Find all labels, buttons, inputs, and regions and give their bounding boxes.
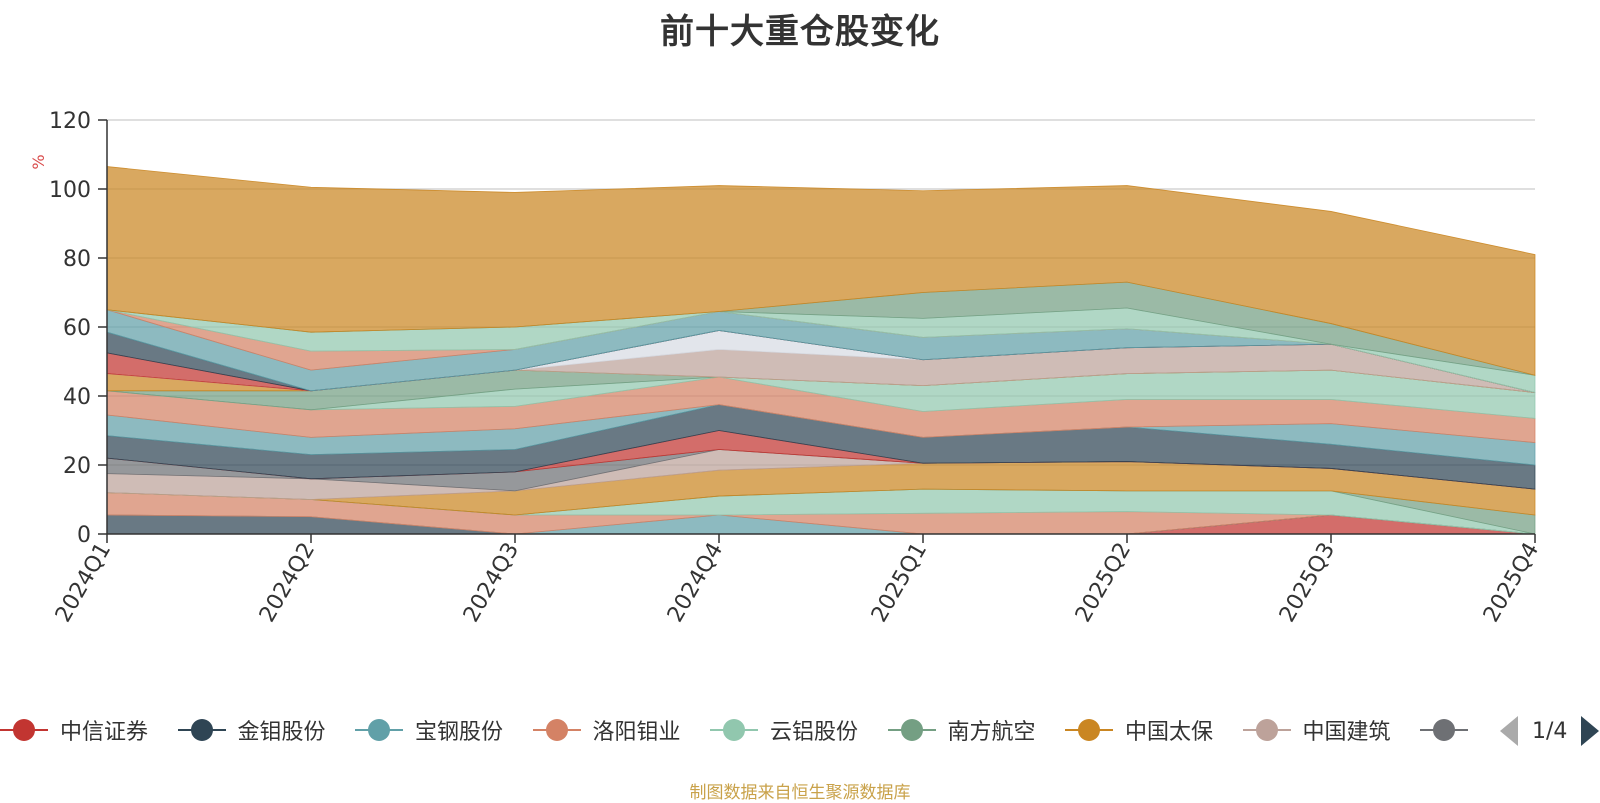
y-tick-label: 120 [49, 109, 91, 134]
legend-marker-icon [1242, 712, 1291, 748]
stacked-area-chart: 0 20 40 60 80 100 120 2024Q1 2024Q2 2024Q3 2024Q4 2… [29, 109, 1544, 627]
legend-item[interactable]: 宝钢股份 [355, 712, 503, 748]
legend-marker-icon [887, 712, 936, 748]
legend-marker-icon [532, 712, 581, 748]
pager-prev-icon[interactable] [1500, 716, 1518, 746]
y-tick-label: 60 [63, 316, 91, 341]
legend-item[interactable]: 金钼股份 [177, 712, 326, 748]
legend-label: 云铝股份 [770, 720, 859, 745]
area-series-24[interactable] [106, 166, 1536, 376]
x-tick-label: 2024Q3 [459, 539, 524, 627]
legend-label: 南方航空 [947, 720, 1036, 745]
y-tick-label: 20 [63, 454, 91, 479]
legend-label: 洛阳钼业 [592, 720, 681, 745]
area-layer [106, 166, 1536, 535]
legend-label: 宝钢股份 [415, 720, 504, 745]
legend-marker-icon [355, 712, 403, 748]
legend-marker-icon [1065, 712, 1113, 748]
legend-label: 金钼股份 [237, 720, 326, 745]
y-tick-label: 80 [63, 247, 91, 272]
x-tick-label: 2024Q4 [663, 539, 728, 627]
x-tick-label: 2024Q2 [255, 539, 320, 627]
legend: 中信证券 金钼股份 宝钢股份 洛阳钼业 云铝股份 南方航空 中国太保 中国建筑 工商银行 [0, 712, 1468, 748]
legend-item[interactable]: 南方航空 [887, 712, 1036, 748]
legend-marker-icon [177, 712, 226, 748]
chart-title: 前十大重仓股变化 [660, 12, 940, 52]
x-tick-label: 2025Q2 [1071, 539, 1136, 627]
legend-item[interactable]: 中国建筑 [1242, 712, 1391, 748]
y-tick-label: 100 [49, 178, 91, 203]
legend-item[interactable]: 工商银行 [1420, 712, 1468, 748]
legend-pager: 1/4 [1500, 716, 1600, 746]
x-tick-label: 2025Q4 [1479, 539, 1544, 627]
legend-item[interactable]: 洛阳钼业 [532, 712, 681, 748]
x-tick-label: 2025Q3 [1275, 539, 1340, 627]
x-tick-label: 2025Q1 [867, 539, 932, 627]
legend-item[interactable]: 云铝股份 [710, 712, 858, 748]
pager-next-icon[interactable] [1581, 716, 1600, 746]
legend-label: 中信证券 [60, 720, 149, 745]
y-tick-label: 0 [77, 523, 91, 548]
legend-marker-icon [0, 712, 48, 748]
legend-item[interactable]: 中信证券 [0, 712, 148, 748]
legend-label: 中国太保 [1125, 720, 1214, 745]
y-axis-label: % [29, 154, 48, 169]
legend-marker-icon [710, 712, 758, 748]
y-tick-label: 40 [63, 385, 91, 410]
legend-item[interactable]: 中国太保 [1065, 712, 1213, 748]
legend-marker-icon [1420, 712, 1468, 748]
legend-label: 中国建筑 [1302, 720, 1391, 745]
x-tick-label: 2024Q1 [51, 539, 116, 627]
data-source-note: 制图数据来自恒生聚源数据库 [689, 783, 911, 803]
pager-text: 1/4 [1532, 718, 1568, 744]
